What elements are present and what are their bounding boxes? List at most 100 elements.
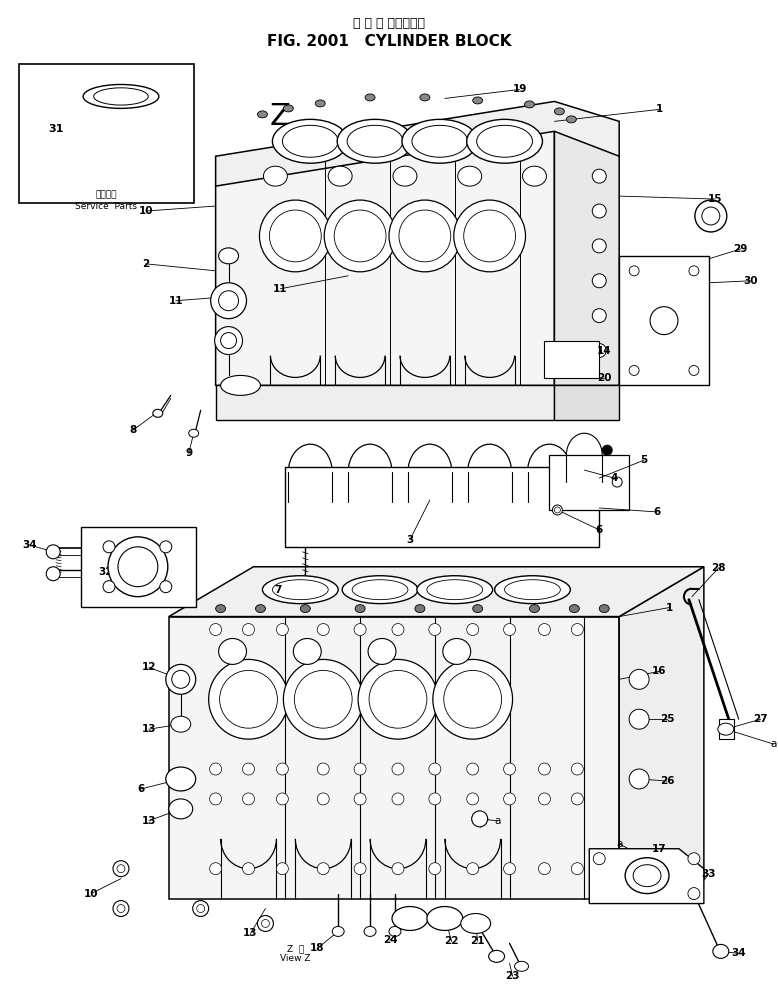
Ellipse shape [599,604,609,612]
Ellipse shape [276,793,289,805]
Text: 6: 6 [654,506,661,517]
Ellipse shape [538,793,550,805]
Ellipse shape [159,540,172,552]
Ellipse shape [197,904,205,912]
Ellipse shape [514,961,528,971]
Ellipse shape [389,200,461,272]
Text: 5: 5 [640,456,648,466]
Ellipse shape [429,862,441,874]
Ellipse shape [467,623,478,635]
Ellipse shape [368,638,396,664]
Text: a: a [495,816,501,826]
Ellipse shape [402,120,478,164]
Ellipse shape [103,580,115,592]
Ellipse shape [354,763,366,775]
Ellipse shape [317,623,329,635]
Ellipse shape [569,604,580,612]
Text: a: a [770,739,776,749]
Ellipse shape [650,307,678,335]
Ellipse shape [467,120,542,164]
Text: 8: 8 [129,426,137,436]
Polygon shape [216,102,619,186]
Text: 補給専用: 補給専用 [95,190,117,199]
Ellipse shape [172,670,190,688]
Ellipse shape [571,793,584,805]
Ellipse shape [473,97,482,104]
Bar [19,64,194,203]
Bar [619,256,709,386]
Ellipse shape [689,266,699,276]
Text: 13: 13 [142,816,156,826]
Ellipse shape [354,793,366,805]
Ellipse shape [255,604,265,612]
Ellipse shape [495,575,570,603]
Ellipse shape [538,623,550,635]
Ellipse shape [258,915,273,931]
Ellipse shape [713,944,729,958]
Ellipse shape [629,366,639,376]
Text: 14: 14 [597,346,612,356]
Ellipse shape [335,210,386,262]
Ellipse shape [473,604,482,612]
Ellipse shape [629,769,649,789]
Ellipse shape [113,860,129,876]
Polygon shape [589,848,704,903]
Ellipse shape [83,85,159,109]
Ellipse shape [260,200,331,272]
Text: 10: 10 [84,888,98,898]
Ellipse shape [317,862,329,874]
Polygon shape [555,132,619,386]
Ellipse shape [117,904,125,912]
Ellipse shape [571,763,584,775]
Text: 32: 32 [99,566,114,576]
Text: View Z: View Z [280,954,310,963]
Ellipse shape [354,623,366,635]
Ellipse shape [415,604,425,612]
Polygon shape [619,566,704,898]
Ellipse shape [354,862,366,874]
Ellipse shape [626,857,669,893]
Bar [286,468,599,546]
Text: 1: 1 [665,602,673,612]
Ellipse shape [219,291,239,311]
Ellipse shape [612,478,622,488]
Text: 31: 31 [48,125,64,135]
Ellipse shape [317,763,329,775]
Ellipse shape [629,669,649,689]
Ellipse shape [159,580,172,592]
Ellipse shape [283,105,293,112]
Ellipse shape [427,906,463,930]
Ellipse shape [113,900,129,916]
Text: 15: 15 [707,194,722,204]
Ellipse shape [293,638,321,664]
Ellipse shape [347,126,403,158]
Ellipse shape [108,536,168,596]
Ellipse shape [392,793,404,805]
Ellipse shape [324,200,396,272]
Ellipse shape [221,376,261,396]
Ellipse shape [538,862,550,874]
Ellipse shape [389,926,401,936]
Ellipse shape [467,763,478,775]
Ellipse shape [171,716,191,732]
Ellipse shape [219,638,247,664]
Ellipse shape [592,239,606,253]
Ellipse shape [272,120,348,164]
Text: 30: 30 [744,276,758,286]
Ellipse shape [209,623,222,635]
Ellipse shape [471,811,488,827]
Text: 26: 26 [660,776,675,786]
Ellipse shape [592,169,606,183]
Ellipse shape [420,94,430,101]
Ellipse shape [219,248,239,264]
Ellipse shape [46,566,60,580]
Ellipse shape [702,207,720,225]
Ellipse shape [429,763,441,775]
Ellipse shape [211,283,247,319]
Ellipse shape [695,200,727,232]
Ellipse shape [392,763,404,775]
Ellipse shape [282,126,338,158]
Text: 25: 25 [660,714,675,724]
Ellipse shape [467,793,478,805]
Ellipse shape [392,623,404,635]
